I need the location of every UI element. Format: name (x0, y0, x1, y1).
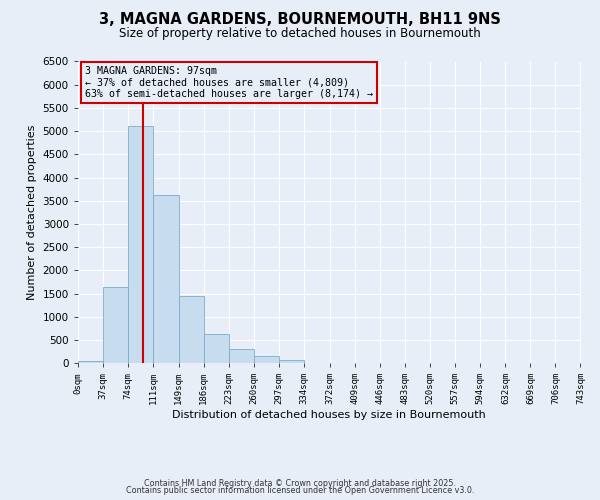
Text: Contains public sector information licensed under the Open Government Licence v3: Contains public sector information licen… (126, 486, 474, 495)
Bar (279, 360, 304, 363)
Bar (179, 296, 203, 363)
Text: 3, MAGNA GARDENS, BOURNEMOUTH, BH11 9NS: 3, MAGNA GARDENS, BOURNEMOUTH, BH11 9NS (99, 12, 501, 28)
Bar (203, 334, 229, 363)
Bar (229, 349, 254, 363)
Bar (103, 286, 128, 363)
Bar (254, 356, 279, 363)
Bar (78, 361, 103, 363)
Y-axis label: Number of detached properties: Number of detached properties (27, 124, 37, 300)
Bar (153, 194, 179, 363)
Text: Size of property relative to detached houses in Bournemouth: Size of property relative to detached ho… (119, 28, 481, 40)
Text: Contains HM Land Registry data © Crown copyright and database right 2025.: Contains HM Land Registry data © Crown c… (144, 478, 456, 488)
Bar (128, 126, 153, 363)
Text: 3 MAGNA GARDENS: 97sqm
← 37% of detached houses are smaller (4,809)
63% of semi-: 3 MAGNA GARDENS: 97sqm ← 37% of detached… (85, 66, 373, 99)
X-axis label: Distribution of detached houses by size in Bournemouth: Distribution of detached houses by size … (172, 410, 486, 420)
